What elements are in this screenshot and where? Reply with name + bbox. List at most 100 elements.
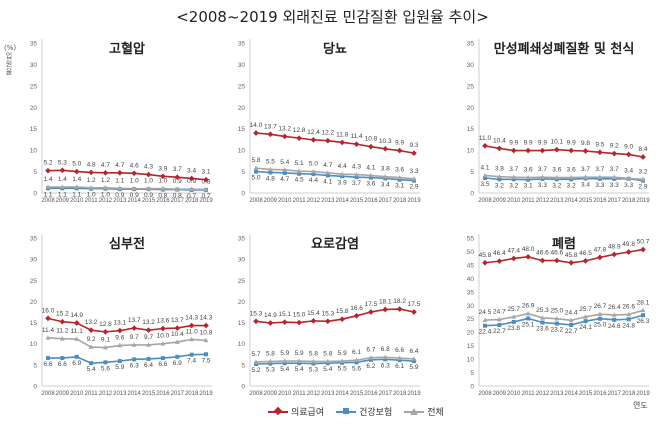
- data-point-total: [339, 358, 345, 363]
- page-title: <2008~2019 외래진료 민감질환 입원율 추이>: [176, 8, 489, 26]
- data-label: 25.1: [522, 321, 535, 328]
- data-point-total: [482, 317, 488, 322]
- x-tick-label: 2009: [56, 391, 70, 397]
- data-label: 3.7: [352, 180, 361, 187]
- data-label: 9.7: [144, 334, 153, 341]
- data-label: 46.6: [536, 250, 549, 257]
- data-label: 5.6: [352, 365, 361, 372]
- series-line-2: [255, 167, 415, 180]
- data-point-total: [354, 357, 359, 363]
- data-point-medical-aid: [174, 325, 181, 331]
- x-tick-label: 2009: [264, 198, 278, 204]
- data-point-medical-aid: [174, 174, 181, 180]
- x-tick-label: 2018: [393, 198, 407, 204]
- data-point-total: [131, 342, 137, 347]
- data-label: 1.1: [43, 191, 52, 198]
- data-label: 5.4: [87, 366, 96, 373]
- data-point-medical-aid: [131, 325, 138, 331]
- data-point-total: [583, 174, 588, 179]
- data-point-medical-aid: [59, 167, 66, 174]
- data-label: 16.6: [350, 305, 363, 312]
- data-point-total: [146, 342, 151, 347]
- data-label: 6.6: [158, 361, 167, 368]
- data-label: 1.1: [58, 191, 67, 198]
- data-label: 16.0: [42, 307, 55, 314]
- x-axis-unit: 연도: [633, 401, 648, 410]
- data-label: 23.2: [550, 327, 563, 334]
- data-point-total: [146, 186, 151, 191]
- data-label: 5.8: [309, 350, 318, 357]
- data-point-medical-aid: [116, 327, 123, 334]
- y-tick-label: 25: [238, 83, 246, 90]
- legend-label-health-insurance: 건강보험: [359, 408, 393, 418]
- data-point-medical-aid: [539, 257, 546, 264]
- data-point-medical-aid: [568, 259, 575, 266]
- data-point-total: [368, 355, 374, 360]
- data-label: 3.7: [509, 166, 518, 173]
- y-tick-label: 25: [467, 316, 475, 323]
- x-tick-label: 2008: [478, 391, 492, 397]
- data-point-total: [296, 168, 302, 173]
- data-label: 3.7: [538, 166, 547, 173]
- data-point-total: [640, 307, 646, 313]
- data-label: 26.7: [594, 303, 607, 310]
- data-point-total: [59, 184, 65, 189]
- data-label: 1.2: [101, 177, 110, 184]
- data-point-health-insurance: [74, 354, 79, 359]
- y-tick-label: 30: [238, 257, 246, 264]
- x-tick-label: 2017: [608, 198, 622, 204]
- data-point-total: [568, 317, 574, 323]
- data-label: 11.0: [186, 328, 199, 335]
- panel-title-1: 당뇨: [323, 41, 347, 57]
- data-label: 4.3: [144, 164, 153, 171]
- data-point-health-insurance: [89, 361, 94, 366]
- y-tick-label: 25: [30, 83, 38, 90]
- y-tick-label: 25: [467, 83, 475, 90]
- data-point-medical-aid: [45, 315, 51, 322]
- data-label: 10.8: [365, 136, 378, 143]
- data-point-health-insurance: [569, 322, 574, 327]
- x-tick-label: 2012: [536, 198, 550, 204]
- data-point-medical-aid: [625, 249, 632, 255]
- x-tick-label: 2013: [321, 391, 335, 397]
- data-label: 10.1: [550, 139, 563, 146]
- data-label: 13.7: [171, 317, 184, 324]
- x-tick-label: 2018: [185, 391, 199, 397]
- data-label: 15.4: [307, 310, 320, 317]
- data-point-medical-aid: [324, 318, 331, 325]
- data-point-total: [311, 168, 316, 174]
- data-label: 11.4: [42, 327, 55, 334]
- series-line-2: [484, 309, 644, 322]
- data-label: 13.2: [142, 319, 155, 326]
- data-point-health-insurance: [132, 357, 137, 362]
- x-tick-label: 2015: [350, 198, 364, 204]
- data-label: 11.8: [336, 131, 349, 138]
- data-point-health-insurance: [189, 352, 194, 357]
- x-tick-label: 2011: [85, 198, 99, 204]
- data-label: 13.2: [278, 125, 291, 132]
- data-label: 9.0: [624, 143, 633, 150]
- data-label: 13.7: [264, 123, 277, 130]
- data-label: 24.4: [565, 309, 578, 316]
- data-point-health-insurance: [641, 313, 645, 318]
- y-tick-label: 5: [241, 169, 245, 176]
- data-point-health-insurance: [497, 322, 502, 327]
- data-label: 3.6: [567, 167, 576, 174]
- data-point-total: [496, 174, 502, 179]
- y-tick-label: 15: [238, 126, 246, 133]
- data-point-total: [160, 186, 166, 191]
- data-label: 48.0: [522, 246, 535, 253]
- data-label: 0.7: [201, 193, 210, 200]
- data-point-health-insurance: [554, 321, 559, 326]
- x-tick-label: 2015: [579, 198, 593, 204]
- data-label: 23.6: [536, 325, 549, 332]
- data-label: 6.7: [366, 347, 375, 354]
- data-label: 0.8: [173, 193, 182, 200]
- x-tick-label: 2015: [350, 391, 364, 397]
- data-point-total: [203, 186, 209, 192]
- data-point-medical-aid: [73, 168, 80, 175]
- x-tick-label: 2019: [636, 391, 650, 397]
- data-point-total: [354, 171, 359, 177]
- y-tick-label: 0: [241, 191, 245, 198]
- data-label: 4.4: [309, 177, 318, 184]
